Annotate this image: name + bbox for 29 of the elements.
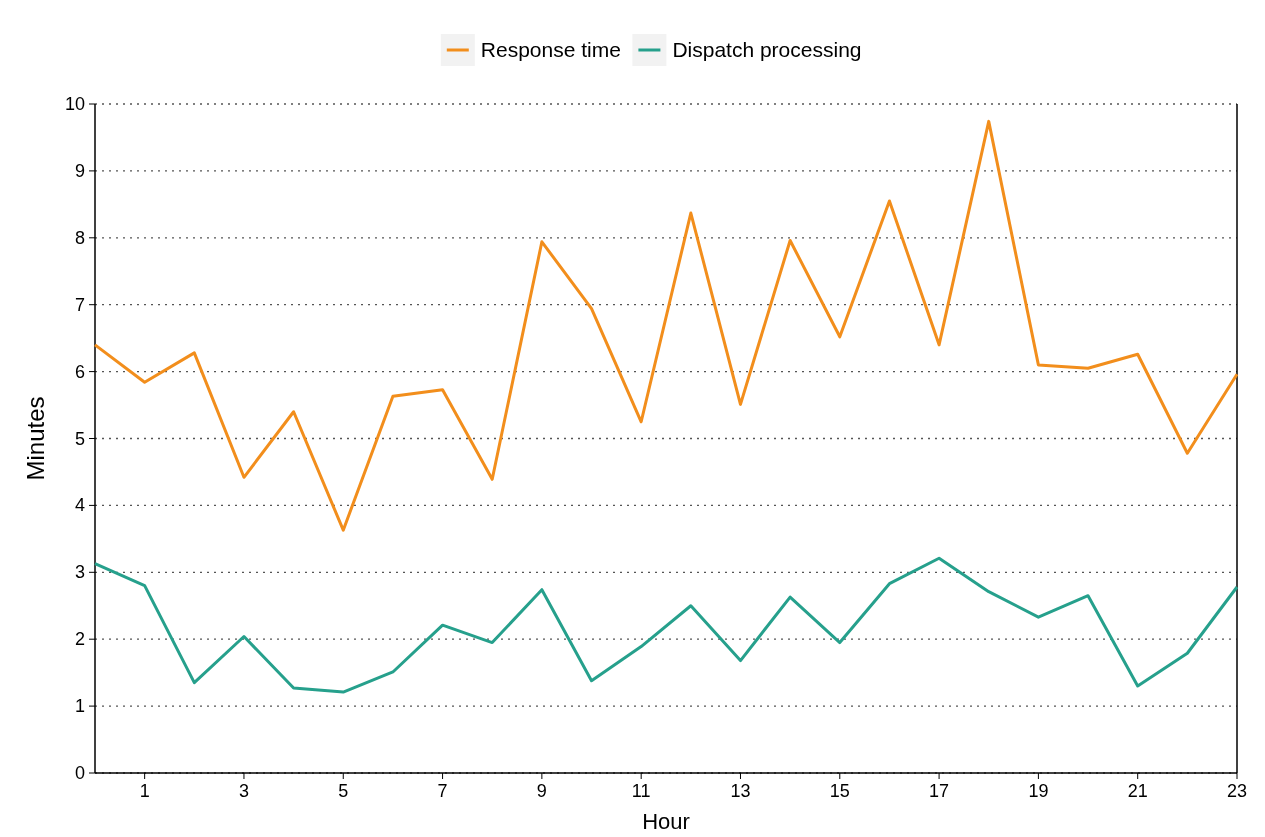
y-tick-label: 4 <box>74 495 85 516</box>
y-tick-label: 0 <box>74 763 85 783</box>
x-tick-label: 17 <box>929 781 950 801</box>
x-tick-label: 11 <box>631 781 651 801</box>
x-tick-label: 5 <box>338 781 349 801</box>
line-series <box>93 556 1239 694</box>
legend-label: Dispatch processing <box>672 38 862 61</box>
x-tick-label: 15 <box>829 781 850 801</box>
x-tick-label: 7 <box>437 781 448 801</box>
y-tick-label: 7 <box>74 294 85 315</box>
x-tick-label: 23 <box>1226 781 1248 801</box>
y-tick-label: 9 <box>74 160 85 181</box>
x-tick-label: 3 <box>238 781 249 801</box>
y-tick-label: 5 <box>74 428 85 449</box>
x-axis-title: Hour <box>642 809 690 834</box>
y-tick-label: 3 <box>74 562 85 583</box>
x-tick-label: 13 <box>730 781 751 801</box>
y-tick-label: 2 <box>74 629 85 650</box>
x-tick-label: 19 <box>1028 781 1049 801</box>
y-tick-label: 8 <box>74 227 85 248</box>
legend-label: Response time <box>480 38 621 61</box>
x-tick-label: 21 <box>1127 781 1148 801</box>
line-series <box>93 119 1239 532</box>
x-tick-label: 9 <box>536 781 547 801</box>
y-tick-label: 6 <box>74 361 85 382</box>
y-tick-label: 10 <box>64 94 85 114</box>
y-axis-title: Minutes <box>22 396 49 481</box>
x-tick-label: 1 <box>139 781 150 801</box>
y-tick-label: 1 <box>74 696 85 717</box>
